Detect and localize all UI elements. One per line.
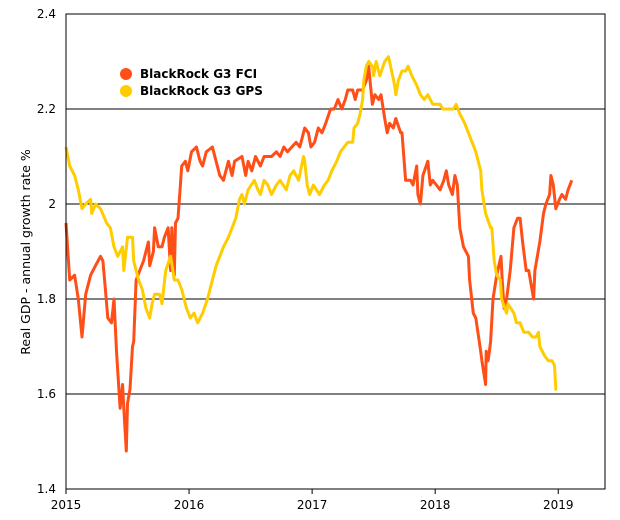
series-lines [64, 55, 574, 453]
x-axis-ticks: 2015 2016 2017 2018 2019 [51, 489, 574, 512]
y-axis-label: Real GDP - annual growth rate % [18, 149, 33, 355]
y-tick-label: 2 [48, 197, 56, 211]
legend-label-fci: BlackRock G3 FCI [140, 67, 257, 81]
y-tick-label: 1.4 [37, 482, 56, 496]
y-tick-label: 2.4 [37, 7, 56, 21]
x-tick-label: 2015 [51, 498, 82, 512]
y-tick-label: 2.2 [37, 102, 56, 116]
legend-marker-fci [120, 68, 132, 80]
x-tick-label: 2018 [420, 498, 451, 512]
y-tick-label: 1.6 [37, 387, 56, 401]
y-axis-ticks: 1.4 1.6 1.8 2 2.2 2.4 [37, 7, 56, 496]
plot-frame [65, 13, 606, 490]
x-tick-label: 2019 [543, 498, 574, 512]
legend-label-gps: BlackRock G3 GPS [140, 84, 263, 98]
x-tick-label: 2016 [174, 498, 205, 512]
y-tick-label: 1.8 [37, 292, 56, 306]
series-line-gps [64, 55, 558, 391]
x-tick-label: 2017 [297, 498, 328, 512]
legend-marker-gps [120, 85, 132, 97]
series-line-fci [64, 64, 574, 453]
legend: BlackRock G3 FCI BlackRock G3 GPS [120, 67, 263, 98]
